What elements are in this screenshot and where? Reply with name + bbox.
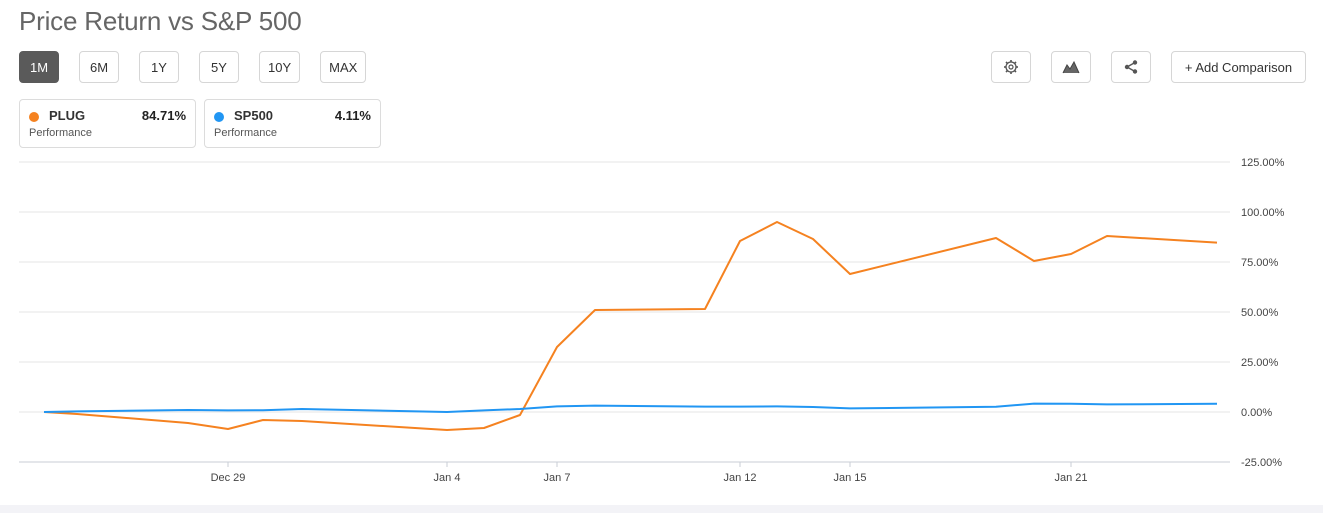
legend-symbol: PLUG	[49, 108, 86, 123]
x-tick-label: Jan 15	[833, 472, 866, 484]
footer-bar	[0, 505, 1323, 513]
series-line-sp500	[43, 402, 1218, 413]
time-range-selector: 1M 6M 1Y 5Y 10Y MAX	[19, 51, 367, 83]
series-line-plug	[43, 221, 1218, 431]
y-tick-label: 0.00%	[1241, 407, 1272, 419]
share-icon	[1124, 60, 1138, 74]
y-tick-label: 125.00%	[1241, 157, 1285, 169]
x-tick-label: Jan 12	[723, 472, 756, 484]
range-button-6m[interactable]: 6M	[79, 51, 119, 83]
performance-line-chart[interactable]: 125.00% 100.00% 75.00% 50.00% 25.00% 0.00% -25…	[0, 150, 1323, 490]
gear-icon	[1004, 60, 1018, 74]
legend-performance-label: Performance	[214, 127, 277, 139]
range-button-1y[interactable]: 1Y	[139, 51, 179, 83]
y-tick-label: 25.00%	[1241, 357, 1279, 369]
y-tick-label: 75.00%	[1241, 257, 1279, 269]
range-button-1m[interactable]: 1M	[19, 51, 59, 83]
add-comparison-button[interactable]: + Add Comparison	[1171, 51, 1306, 83]
settings-button[interactable]	[991, 51, 1031, 83]
x-tick-label: Jan 21	[1054, 472, 1087, 484]
series-color-dot	[29, 112, 39, 122]
legend-symbol: SP500	[234, 108, 274, 123]
y-tick-label: 100.00%	[1241, 207, 1285, 219]
legend-performance-value: 84.71%	[141, 108, 186, 123]
x-tick-label: Dec 29	[211, 472, 246, 484]
chart-type-button[interactable]	[1051, 51, 1091, 83]
range-button-5y[interactable]: 5Y	[199, 51, 239, 83]
y-tick-label: 50.00%	[1241, 307, 1279, 319]
y-tick-label: -25.00%	[1241, 457, 1282, 469]
range-button-max[interactable]: MAX	[320, 51, 367, 83]
share-button[interactable]	[1111, 51, 1151, 83]
legend-card-sp500[interactable]: SP500 4.11% Performance	[204, 99, 381, 148]
page-title: Price Return vs S&P 500	[19, 6, 302, 36]
mountain-chart-icon	[1062, 60, 1080, 74]
range-button-10y[interactable]: 10Y	[259, 51, 301, 83]
legend-card-plug[interactable]: PLUG 84.71% Performance	[19, 99, 196, 148]
legend-performance-value: 4.11%	[334, 108, 371, 123]
series-color-dot	[214, 112, 224, 122]
x-tick-label: Jan 7	[544, 472, 571, 484]
legend-performance-label: Performance	[29, 127, 92, 139]
x-tick-label: Jan 4	[434, 472, 461, 484]
